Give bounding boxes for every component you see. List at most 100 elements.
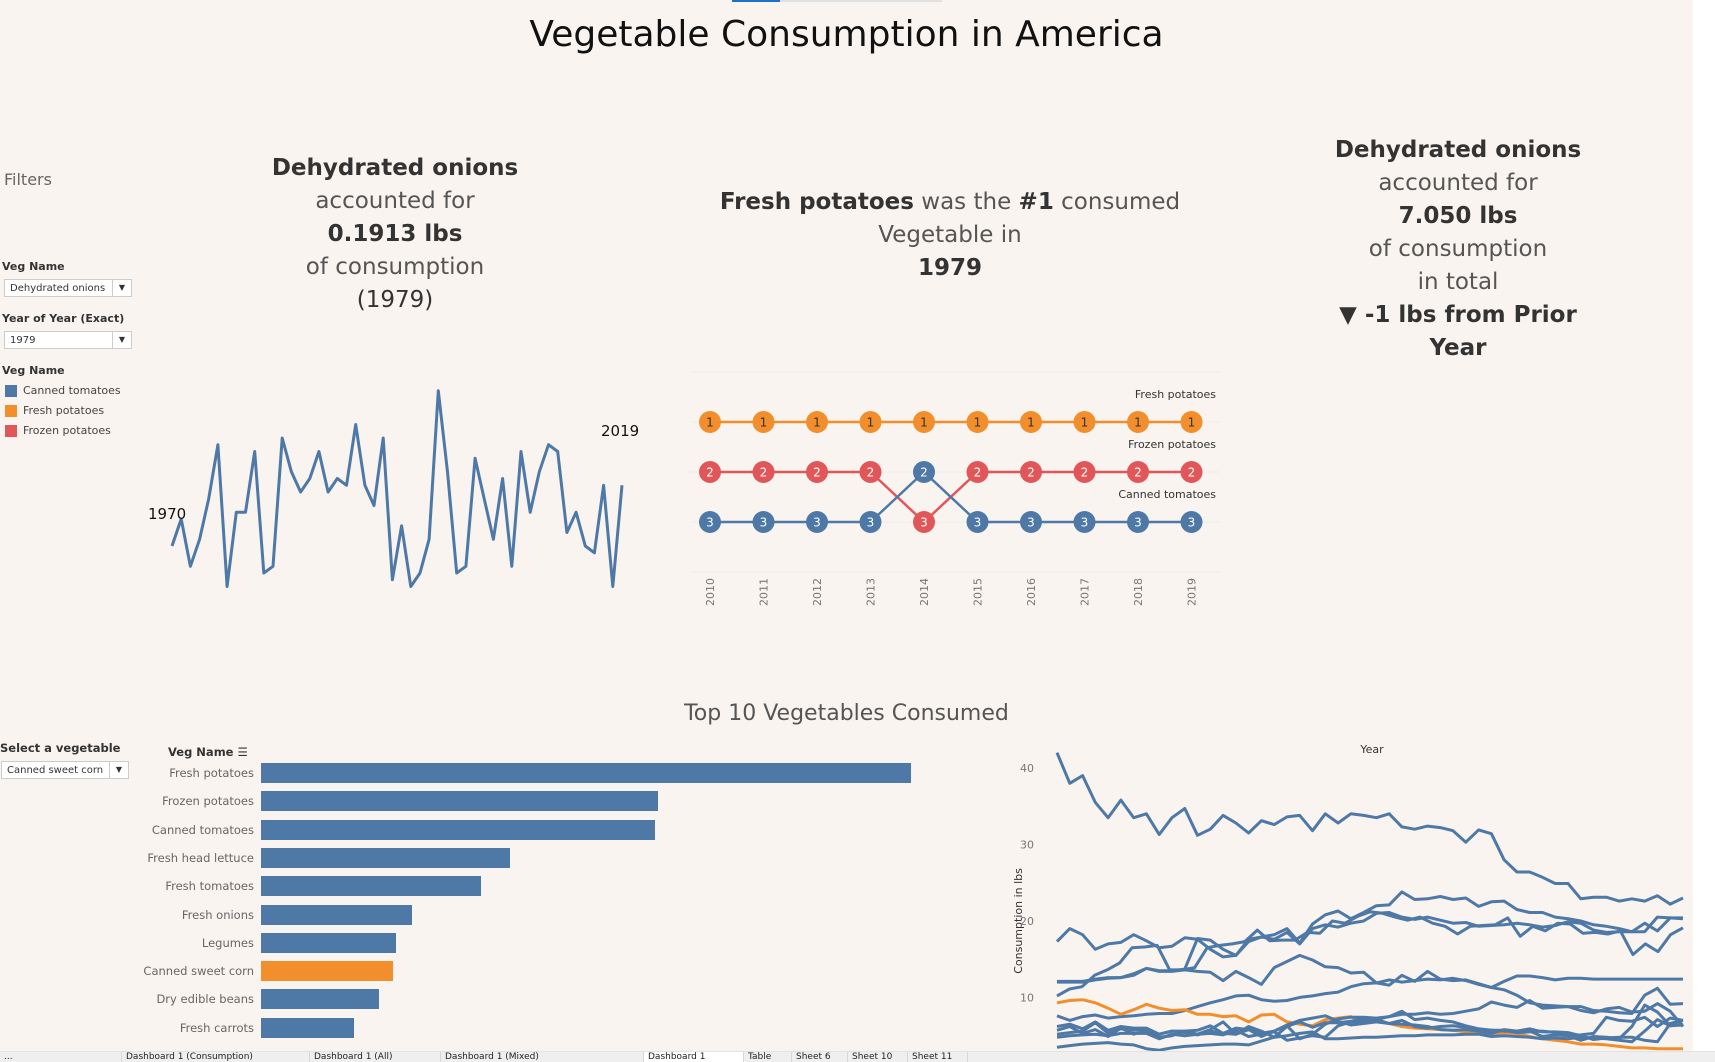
sheet-tab[interactable]: Dashboard 1: [644, 1052, 744, 1062]
sheet-tab[interactable]: Dashboard 1 (All): [310, 1052, 441, 1062]
bump-point[interactable]: [913, 511, 935, 533]
rank-bump-chart[interactable]: 1 1 1 1 1 1 1 1 1 1 Fresh potatoes 2 2 2 2 3 2 2 2 2 2 Frozen…: [680, 370, 1240, 610]
bump-point[interactable]: [859, 411, 882, 433]
kpi-middle-rank: #1: [1018, 189, 1054, 215]
bump-point[interactable]: [1020, 511, 1042, 533]
line-series[interactable]: [1055, 890, 1683, 959]
y-tick-label: 10: [1020, 991, 1034, 1004]
kpi-left-year: (1979): [356, 287, 434, 313]
bar[interactable]: [261, 876, 481, 897]
bump-x-tick: 2017: [1079, 578, 1092, 606]
bar[interactable]: [261, 819, 655, 840]
bar[interactable]: [261, 932, 396, 953]
veg-name-dropdown[interactable]: Dehydrated onions ▼: [4, 279, 132, 297]
bump-point[interactable]: [966, 411, 989, 433]
bump-point[interactable]: [806, 511, 828, 533]
kpi-right-text: accounted for: [1378, 170, 1538, 196]
line-series[interactable]: [1056, 1018, 1684, 1044]
sheet-tab[interactable]: ...: [0, 1052, 122, 1062]
bump-point[interactable]: [1180, 461, 1203, 483]
select-vegetable-dropdown[interactable]: Canned sweet corn ▼: [1, 761, 129, 779]
bump-series-line[interactable]: [710, 470, 1192, 524]
bump-point-label: 2: [974, 466, 982, 480]
bar[interactable]: [261, 791, 658, 812]
sparkline-chart[interactable]: 1970 2019: [140, 370, 660, 610]
bump-point-label: 3: [1027, 516, 1035, 530]
bump-series-label: Canned tomatoes: [1118, 488, 1216, 501]
line-series[interactable]: [1055, 752, 1684, 906]
vertical-scrollbar[interactable]: [1693, 0, 1715, 1051]
bump-point[interactable]: [913, 411, 935, 433]
bar[interactable]: [261, 763, 911, 783]
bar[interactable]: [261, 961, 393, 982]
bump-point[interactable]: [1020, 411, 1042, 433]
line-series[interactable]: [1056, 910, 1684, 998]
legend-item[interactable]: Canned tomatoes: [5, 384, 121, 397]
bump-point[interactable]: [752, 511, 775, 533]
bump-point[interactable]: [966, 461, 989, 483]
bump-point[interactable]: [859, 511, 882, 533]
legend-item[interactable]: Fresh potatoes: [5, 404, 104, 417]
top-progress-indicator: [732, 0, 780, 2]
sheet-tab[interactable]: Sheet 6: [792, 1052, 848, 1062]
bar[interactable]: [261, 1017, 354, 1038]
bump-point-label: 2: [760, 466, 768, 480]
bump-point[interactable]: [913, 461, 935, 483]
kpi-right-value: 7.050 lbs: [1398, 203, 1518, 229]
bump-point[interactable]: [966, 511, 989, 533]
line-series[interactable]: [1056, 1003, 1684, 1042]
line-series[interactable]: [1057, 953, 1684, 1015]
legend-item-label: Frozen potatoes: [23, 424, 111, 437]
bump-series-label: Fresh potatoes: [1135, 388, 1216, 401]
bar[interactable]: [261, 904, 412, 925]
bump-point-label: 3: [706, 516, 714, 530]
bump-point[interactable]: [859, 461, 882, 483]
sort-icon[interactable]: ☰: [237, 745, 248, 759]
sparkline-series[interactable]: [170, 389, 624, 588]
bump-point[interactable]: [1073, 511, 1096, 533]
bump-x-tick: 2012: [811, 578, 824, 606]
sheet-tab[interactable]: Dashboard 1 (Mixed): [441, 1052, 644, 1062]
bump-point-label: 2: [1081, 466, 1089, 480]
consumption-line-chart[interactable]: Year Consumption in lbs 10 20 30 40: [1000, 735, 1700, 1051]
bump-point[interactable]: [806, 461, 828, 483]
bump-point[interactable]: [1127, 461, 1149, 483]
y-tick-label: 20: [1020, 915, 1034, 928]
sheet-tab[interactable]: Sheet 11: [908, 1052, 968, 1062]
bump-point[interactable]: [699, 461, 721, 483]
kpi-right-text: in total: [1417, 269, 1499, 295]
bump-point[interactable]: [752, 411, 775, 433]
line-series[interactable]: [1056, 1018, 1684, 1051]
bump-point-label: 3: [867, 516, 875, 530]
chevron-down-icon[interactable]: ▼: [112, 332, 131, 348]
bump-point[interactable]: [1020, 461, 1042, 483]
legend-item[interactable]: Frozen potatoes: [5, 424, 111, 437]
bump-point[interactable]: [699, 411, 721, 433]
bump-point-label: 3: [760, 516, 768, 530]
kpi-right-veg: Dehydrated onions: [1334, 137, 1582, 163]
bump-point[interactable]: [1073, 461, 1096, 483]
line-series[interactable]: [1056, 974, 1683, 1022]
sheet-tab[interactable]: Table: [744, 1052, 792, 1062]
sheet-tab[interactable]: Sheet 10: [848, 1052, 908, 1062]
chevron-down-icon[interactable]: ▼: [112, 280, 131, 296]
kpi-middle-year: 1979: [917, 255, 982, 281]
y-tick-label: 30: [1020, 838, 1034, 851]
bump-point[interactable]: [1127, 411, 1149, 433]
bump-point[interactable]: [1180, 411, 1203, 433]
bar[interactable]: [261, 847, 510, 868]
bump-point[interactable]: [806, 411, 828, 433]
year-dropdown[interactable]: 1979 ▼: [4, 331, 132, 349]
select-vegetable-label: Select a vegetable: [0, 741, 121, 755]
bump-point[interactable]: [699, 511, 721, 533]
bump-point-label: 2: [1027, 466, 1035, 480]
sheet-tab[interactable]: Dashboard 1 (Consumption): [122, 1052, 310, 1062]
bump-point[interactable]: [1127, 511, 1149, 533]
bump-point[interactable]: [1180, 511, 1203, 533]
bump-point[interactable]: [1073, 411, 1096, 433]
bump-point-label: 3: [920, 516, 928, 530]
bar-chart-header[interactable]: Veg Name ☰: [168, 745, 248, 759]
bar[interactable]: [261, 989, 379, 1010]
chevron-down-icon[interactable]: ▼: [109, 762, 128, 778]
bump-point[interactable]: [752, 461, 775, 483]
